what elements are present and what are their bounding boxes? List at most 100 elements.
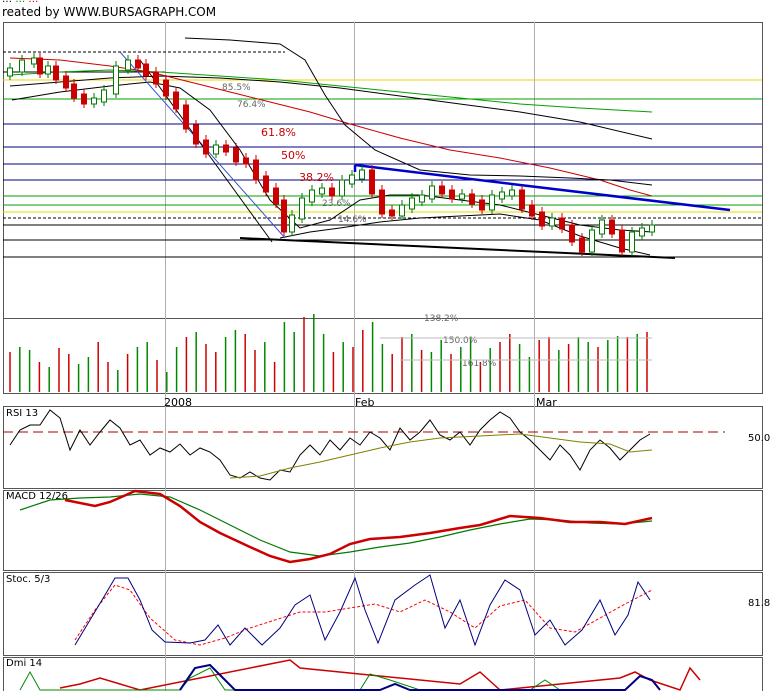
candle-body — [629, 231, 635, 253]
x-tick-feb: Feb — [355, 396, 374, 409]
volume-panel: 138.2% 150.0% 161.8% — [9, 314, 652, 392]
candle-body — [203, 139, 209, 155]
candle-body — [499, 191, 505, 200]
candle-body — [609, 219, 615, 235]
rsi-line — [9, 409, 651, 481]
fib-label-61-8: 61.8% — [261, 126, 296, 139]
candle-body — [81, 93, 87, 105]
candle-body — [163, 79, 169, 97]
stoch-panel: Stoc. 5/3 81.8 — [6, 574, 770, 647]
candle-body — [319, 187, 325, 195]
candle-body — [599, 219, 605, 235]
candle-body — [153, 71, 159, 85]
candle-body — [539, 211, 545, 227]
candle-body — [213, 144, 219, 155]
candle-body — [71, 83, 77, 99]
candle-body — [649, 224, 655, 233]
rsi-last-value: 50.0 — [748, 433, 770, 444]
macd-panel-frame — [3, 490, 763, 571]
rsi-panel: RSI 13 50.0 — [3, 408, 770, 481]
dmi-panel: Dmi 14 — [6, 658, 701, 691]
candle-body — [439, 185, 445, 195]
dmi-panel-frame — [3, 657, 763, 691]
candle-body — [579, 237, 585, 253]
ma-black-long — [9, 75, 653, 140]
candle-body — [339, 179, 345, 197]
candle-body — [253, 159, 259, 181]
volume-bars — [9, 314, 648, 392]
chart-header: … … … reated by WWW.BURSAGRAPH.COM — [0, 0, 778, 20]
candle-body — [419, 194, 425, 203]
candle-body — [289, 214, 295, 233]
candle-body — [589, 229, 595, 253]
fib-label-38-2: 38.2% — [299, 171, 334, 184]
candle-body — [379, 189, 385, 215]
candle-body — [349, 174, 355, 185]
ohlc-mid: … — [15, 0, 25, 5]
candle-body — [549, 217, 555, 227]
candle-body — [63, 75, 69, 89]
fib-label-76-4: 76.4% — [237, 100, 266, 110]
rsi-title: RSI 13 — [6, 408, 38, 419]
candle-body — [101, 89, 107, 103]
candle-body — [19, 59, 25, 73]
candle-body — [233, 147, 239, 163]
dmi-adx-line — [179, 663, 661, 691]
rsi-panel-frame — [3, 406, 763, 489]
ma-black-short — [11, 81, 653, 233]
candle-body — [183, 104, 189, 130]
rsi-signal — [229, 433, 653, 479]
dmi-title: Dmi 14 — [6, 658, 42, 669]
fib-diagonal — [119, 51, 286, 239]
candle-body — [509, 189, 515, 197]
candle-body — [7, 67, 13, 77]
ohlc-right: … — [28, 0, 38, 5]
candle-body — [399, 204, 405, 217]
candle-body — [273, 187, 279, 205]
candle-body — [409, 197, 415, 210]
candle-body — [263, 175, 269, 193]
fib-ext-138: 138.2% — [424, 314, 459, 324]
candle-body — [389, 209, 395, 217]
candle-body — [135, 59, 141, 69]
candle-body — [519, 189, 525, 210]
ohlc-left: … — [2, 0, 12, 5]
ma-black-mid — [184, 37, 653, 186]
panel-frames — [3, 22, 763, 691]
candlesticks — [7, 53, 655, 256]
fib-label-23-6: 23.6% — [322, 199, 351, 209]
candle-body — [37, 57, 43, 75]
price-panel: 85.5% 76.4% 61.8% 50% 38.2% 23.6% 14.6% — [3, 37, 762, 259]
stoch-panel-frame — [3, 572, 763, 656]
candle-body — [429, 185, 435, 200]
candle-body — [125, 59, 131, 71]
fib-ext-150: 150.0% — [443, 336, 478, 346]
candle-body — [53, 65, 59, 81]
stoch-title: Stoc. 5/3 — [6, 574, 50, 585]
fib-label-85-5: 85.5% — [222, 83, 251, 93]
candle-body — [619, 229, 625, 253]
ohlc-readout: … … … — [2, 0, 38, 5]
resistance-channel — [354, 163, 731, 212]
candle-body — [143, 63, 149, 77]
candle-body — [369, 169, 375, 195]
candle-body — [281, 199, 287, 233]
candle-body — [31, 57, 37, 65]
candle-body — [309, 189, 315, 203]
candle-body — [193, 124, 199, 145]
macd-title: MACD 12/26 — [6, 491, 68, 502]
candle-body — [569, 224, 575, 243]
fib-label-14-6: 14.6% — [338, 215, 367, 225]
candle-body — [45, 65, 51, 75]
candle-body — [469, 193, 475, 205]
stoch-k-line — [74, 574, 651, 647]
dmi-minus-line — [59, 659, 701, 691]
macd-line — [64, 489, 653, 564]
ma-green — [9, 69, 653, 113]
candle-body — [173, 91, 179, 110]
x-tick-mar: Mar — [536, 396, 557, 409]
candle-body — [329, 187, 335, 197]
stoch-d-line — [74, 584, 653, 646]
candle-body — [91, 97, 97, 105]
